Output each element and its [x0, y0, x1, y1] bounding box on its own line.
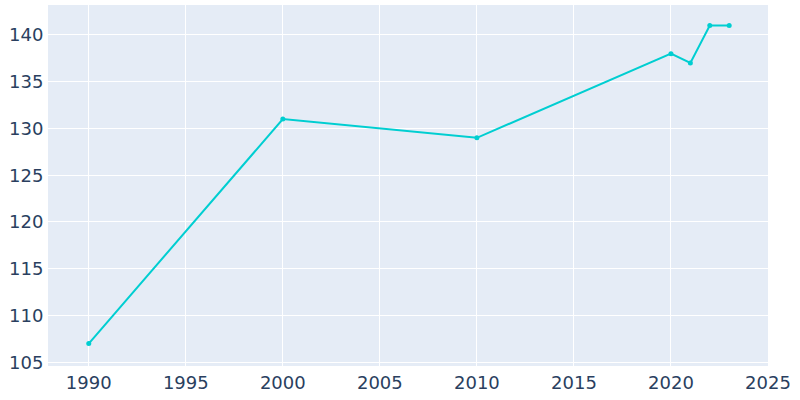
svg-text:2025: 2025	[745, 372, 791, 393]
svg-text:120: 120	[9, 211, 43, 232]
svg-text:2015: 2015	[551, 372, 597, 393]
svg-text:110: 110	[9, 305, 43, 326]
svg-text:115: 115	[9, 258, 43, 279]
svg-text:1995: 1995	[163, 372, 209, 393]
svg-text:135: 135	[9, 71, 43, 92]
svg-text:2020: 2020	[648, 372, 694, 393]
svg-text:105: 105	[9, 352, 43, 373]
svg-text:125: 125	[9, 165, 43, 186]
svg-text:2010: 2010	[454, 372, 500, 393]
svg-text:2005: 2005	[357, 372, 403, 393]
svg-text:1990: 1990	[66, 372, 112, 393]
svg-text:140: 140	[9, 24, 43, 45]
svg-text:2000: 2000	[260, 372, 306, 393]
svg-text:130: 130	[9, 118, 43, 139]
